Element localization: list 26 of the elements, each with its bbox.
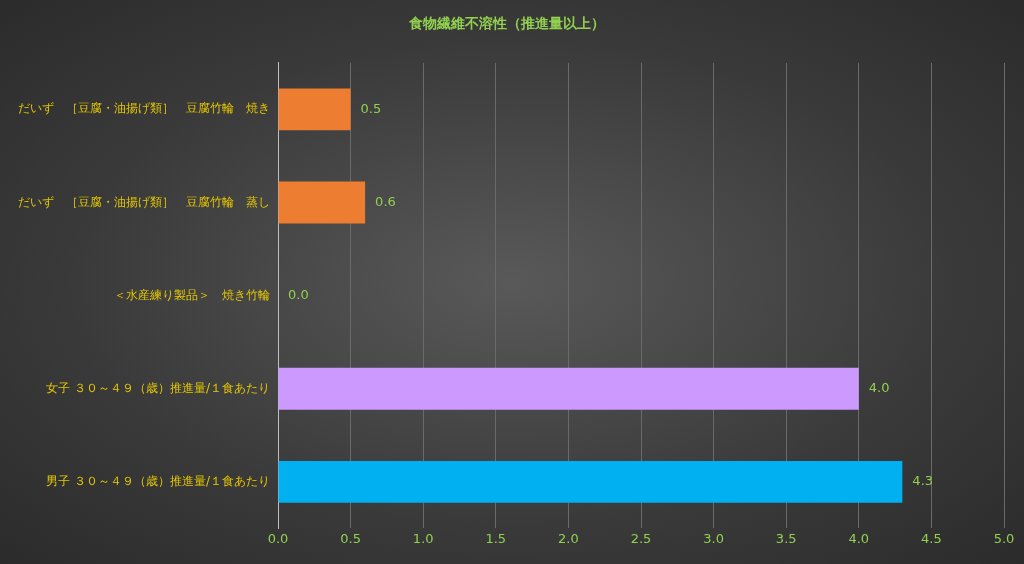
chart-title: 食物繊維不溶性（推進量以上）	[408, 15, 605, 32]
data-label: 4.3	[912, 473, 934, 489]
x-tick-label: 5.0	[993, 530, 1015, 546]
bar	[278, 181, 366, 224]
data-label: 0.0	[288, 286, 309, 302]
data-label: 4.0	[868, 380, 890, 396]
x-tick-label: 0.5	[340, 530, 361, 546]
x-tick-label: 2.5	[630, 530, 652, 546]
y-tick-label: 女子 ３０～４９（歳）推進量/１食あたり	[46, 380, 270, 395]
bar	[278, 88, 351, 131]
data-label: 0.6	[375, 193, 396, 209]
x-tick-label: 1.5	[485, 530, 507, 546]
x-tick-label: 3.0	[703, 530, 724, 546]
y-tick-label: ＜水産練り製品＞ 焼き竹輪	[114, 287, 270, 302]
x-tick-label: 0.0	[267, 530, 289, 546]
y-tick-label: 男子 ３０～４９（歳）推進量/１食あたり	[46, 473, 270, 488]
x-tick-label: 1.0	[412, 530, 434, 546]
y-tick-label: だいず ［豆腐・油揚げ類］ 豆腐竹輪 焼き	[18, 101, 270, 116]
y-tick-label: だいず ［豆腐・油揚げ類］ 豆腐竹輪 蒸し	[18, 194, 270, 209]
x-tick-label: 2.0	[558, 530, 579, 546]
x-tick-label: 4.5	[921, 530, 942, 546]
data-label: 0.5	[360, 100, 382, 116]
bar	[278, 460, 903, 503]
x-tick-label: 4.0	[848, 530, 870, 546]
x-tick-label: 3.5	[775, 530, 797, 546]
bar	[278, 367, 859, 410]
